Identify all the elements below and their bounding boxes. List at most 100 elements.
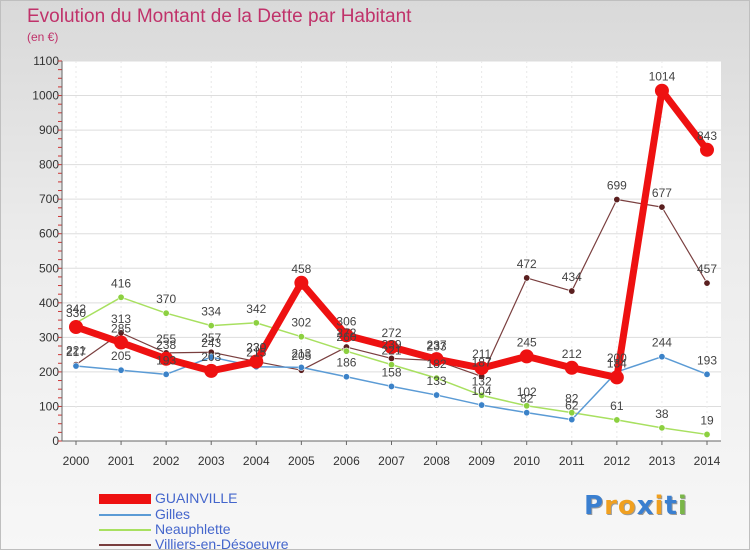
data-label-guainville: 1014	[649, 70, 676, 84]
x-tick-label: 2013	[649, 454, 676, 468]
data-label-villiers-en-d-soeuvre: 233	[427, 340, 447, 354]
legend-swatch-villiers	[99, 544, 151, 546]
y-tick-label: 100	[39, 399, 59, 413]
x-tick-label: 2010	[513, 454, 540, 468]
data-point-gilles	[703, 370, 711, 378]
data-point-guainville	[429, 352, 444, 367]
data-label-guainville: 230	[246, 341, 266, 355]
data-label-gilles: 213	[291, 346, 311, 360]
logo-letter: i	[654, 491, 665, 521]
data-label-villiers-en-d-soeuvre: 272	[336, 326, 356, 340]
data-point-guainville	[654, 83, 669, 98]
data-label-neauphlette: 102	[517, 385, 537, 399]
data-label-neauphlette: 82	[565, 392, 579, 406]
data-label-guainville: 306	[336, 314, 356, 328]
data-label-guainville: 238	[156, 338, 176, 352]
data-point-neauphlette	[703, 430, 711, 438]
y-tick-label: 500	[39, 261, 59, 275]
data-point-neauphlette	[478, 391, 486, 399]
data-point-neauphlette	[207, 322, 215, 330]
x-tick-label: 2014	[694, 454, 721, 468]
data-point-gilles	[478, 401, 486, 409]
data-label-gilles: 62	[565, 399, 579, 413]
data-point-guainville	[249, 354, 264, 369]
data-label-guainville: 203	[201, 350, 221, 364]
data-point-neauphlette	[613, 416, 621, 424]
data-point-gilles	[297, 363, 305, 371]
data-label-neauphlette: 132	[472, 374, 492, 388]
logo-letter: t	[664, 491, 678, 521]
data-point-gilles	[342, 373, 350, 381]
data-label-neauphlette: 334	[201, 305, 221, 319]
data-label-neauphlette: 370	[156, 292, 176, 306]
data-point-neauphlette	[523, 402, 531, 410]
chart-title: Evolution du Montant de la Dette par Hab…	[27, 6, 412, 27]
data-label-guainville: 272	[381, 326, 401, 340]
data-label-gilles: 215	[246, 346, 266, 360]
data-label-villiers-en-d-soeuvre: 221	[66, 344, 86, 358]
data-point-guainville	[114, 335, 129, 350]
data-label-guainville: 843	[697, 129, 717, 143]
legend-label-guainville: GUAINVILLE	[155, 490, 238, 506]
x-tick-label: 2012	[604, 454, 631, 468]
data-label-neauphlette: 38	[655, 407, 669, 421]
data-label-neauphlette: 19	[700, 413, 714, 427]
data-label-neauphlette: 302	[291, 316, 311, 330]
data-label-neauphlette: 61	[610, 399, 624, 413]
legend-swatch-guainville	[99, 494, 151, 504]
x-tick-label: 2007	[378, 454, 405, 468]
data-label-neauphlette: 182	[427, 357, 447, 371]
x-tick-label: 2003	[198, 454, 225, 468]
x-tick-label: 2005	[288, 454, 315, 468]
data-label-neauphlette: 260	[336, 330, 356, 344]
y-tick-label: 200	[39, 365, 59, 379]
data-point-guainville	[159, 351, 174, 366]
data-label-gilles: 158	[381, 365, 401, 379]
data-point-gilles	[117, 366, 125, 374]
data-label-gilles: 193	[156, 353, 176, 367]
data-label-villiers-en-d-soeuvre: 313	[111, 312, 131, 326]
data-label-gilles: 244	[652, 336, 672, 350]
data-label-villiers-en-d-soeuvre: 699	[607, 179, 627, 193]
data-point-neauphlette	[433, 374, 441, 382]
data-label-villiers-en-d-soeuvre: 434	[562, 270, 582, 284]
y-tick-label: 900	[39, 123, 59, 137]
data-point-neauphlette	[387, 361, 395, 369]
data-point-gilles	[658, 353, 666, 361]
y-tick-label: 400	[39, 296, 59, 310]
y-tick-label: 300	[39, 330, 59, 344]
x-tick-label: 2006	[333, 454, 360, 468]
data-label-villiers-en-d-soeuvre: 472	[517, 257, 537, 271]
data-point-guainville	[564, 360, 579, 375]
data-point-neauphlette	[568, 409, 576, 417]
data-label-neauphlette: 416	[111, 276, 131, 290]
x-tick-label: 2002	[153, 454, 180, 468]
legend-swatch-neauphlette	[99, 529, 151, 531]
legend-label-gilles: Gilles	[155, 506, 191, 522]
proxiti-logo: Proxiti	[584, 491, 688, 521]
y-tick-label: 1000	[32, 89, 59, 103]
x-tick-label: 2009	[468, 454, 495, 468]
data-label-guainville: 285	[111, 322, 131, 336]
data-label-guainville: 211	[472, 347, 491, 361]
logo-letter: o	[617, 491, 637, 521]
data-label-neauphlette: 342	[66, 302, 86, 316]
x-tick-label: 2004	[243, 454, 270, 468]
data-point-gilles	[387, 382, 395, 390]
data-point-neauphlette	[162, 309, 170, 317]
data-label-guainville: 245	[517, 335, 537, 349]
chart-subtitle: (en €)	[27, 30, 59, 44]
data-point-guainville	[294, 275, 309, 290]
x-tick-label: 2011	[559, 454, 585, 468]
data-point-gilles	[568, 416, 576, 424]
logo-letter: x	[636, 491, 655, 521]
legend-label-neauphlette: Neauphlette	[155, 521, 231, 537]
y-tick-label: 1100	[33, 54, 59, 68]
data-label-villiers-en-d-soeuvre: 230	[246, 341, 266, 355]
data-label-villiers-en-d-soeuvre: 187	[472, 355, 492, 369]
data-point-villiers-en-d-soeuvre	[523, 274, 531, 282]
y-tick-label: 600	[39, 227, 59, 241]
data-point-guainville	[519, 349, 534, 364]
